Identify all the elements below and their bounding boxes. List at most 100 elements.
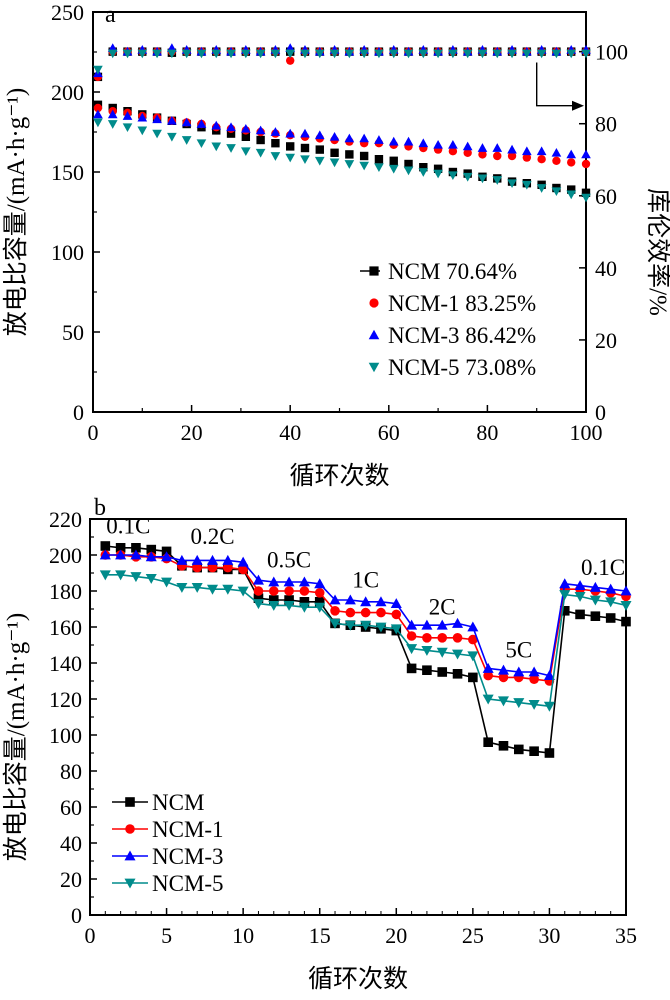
data-point — [222, 584, 234, 595]
efficiency-point — [122, 49, 133, 59]
y-tick-label: 160 — [49, 615, 82, 640]
data-point — [115, 543, 126, 553]
data-point — [252, 599, 264, 610]
capacity-point — [196, 139, 207, 149]
data-point — [298, 602, 310, 613]
efficiency-point — [477, 49, 488, 59]
data-point — [406, 644, 418, 655]
y-tick-label: 40 — [60, 831, 82, 856]
data-point — [314, 602, 326, 613]
data-point — [468, 634, 478, 645]
efficiency-point — [507, 49, 517, 59]
efficiency-point — [329, 49, 340, 59]
data-point — [483, 737, 493, 747]
data-point — [115, 570, 127, 581]
data-point — [421, 645, 433, 656]
efficiency-point — [226, 49, 236, 59]
rate-label: 2C — [429, 594, 456, 619]
x-tick-label: 0 — [85, 923, 96, 948]
rate-label: 5C — [505, 638, 532, 663]
panel-b: 0 5 10 15 20 25 30 35 0 20 40 60 80 100 120 140 160 180 2… — [2, 495, 637, 993]
efficiency-axis-arrow — [536, 62, 584, 111]
legend-marker — [125, 824, 135, 834]
capacity-point — [196, 119, 207, 128]
data-point — [497, 696, 510, 707]
capacity-point — [345, 150, 354, 159]
capacity-point — [388, 136, 399, 146]
capacity-point — [477, 174, 488, 184]
data-point — [391, 609, 402, 620]
data-point — [406, 631, 417, 641]
capacity-point — [344, 133, 355, 143]
capacity-point — [507, 151, 517, 161]
y-tick-label: 50 — [62, 320, 84, 345]
data-point — [406, 619, 418, 630]
capacity-point — [211, 120, 222, 130]
data-point — [237, 556, 249, 567]
data-point — [452, 649, 464, 660]
data-point — [467, 651, 479, 662]
capacity-point — [241, 147, 251, 157]
capacity-point — [329, 131, 340, 141]
capacity-point — [315, 145, 324, 154]
capacity-point — [241, 132, 251, 141]
data-point — [161, 577, 173, 588]
capacity-point — [389, 156, 398, 165]
legend-label: NCM 70.64% — [388, 259, 517, 284]
data-point — [268, 595, 279, 605]
efficiency-point — [418, 49, 429, 59]
y-tick-label: 200 — [49, 543, 82, 568]
data-point — [237, 586, 249, 597]
arrow-head — [572, 100, 584, 111]
capacity-point — [566, 190, 577, 200]
efficiency-point — [167, 49, 177, 59]
legend-label: NCM-3 — [152, 844, 224, 869]
rate-label: 0.1C — [581, 555, 625, 580]
capacity-point — [93, 103, 103, 113]
x-axis-title: 循环次数 — [289, 462, 389, 490]
capacity-point — [226, 144, 236, 153]
data-point — [483, 670, 493, 681]
y-tick-label: 200 — [51, 80, 84, 105]
data-point — [452, 633, 463, 643]
capacity-point — [107, 109, 118, 119]
capacity-point — [492, 176, 503, 185]
capacity-point — [226, 122, 236, 132]
capacity-point — [448, 139, 458, 149]
data-point — [574, 591, 586, 602]
data-point — [590, 611, 601, 621]
capacity-point — [137, 112, 148, 122]
rate-label: 0.2C — [190, 524, 234, 549]
series-triangle-down — [93, 49, 591, 203]
data-point — [314, 597, 325, 607]
y-tick-labels: 0 50 100 150 200 250 — [51, 0, 84, 425]
capacity-point — [167, 115, 177, 125]
data-point — [467, 621, 479, 632]
data-point — [299, 586, 310, 596]
data-point — [543, 701, 555, 712]
data-point — [421, 619, 433, 630]
capacity-point — [374, 163, 384, 173]
capacity-point — [463, 148, 472, 157]
x-tick-label: 0 — [88, 420, 99, 445]
data-point — [436, 647, 448, 658]
data-point — [620, 600, 632, 611]
capacity-point — [122, 111, 133, 120]
efficiency-point — [107, 49, 118, 59]
data-point — [344, 620, 356, 631]
capacity-point — [522, 153, 532, 162]
series-triangle-up — [93, 43, 591, 159]
data-point — [559, 606, 570, 616]
x-tick-label: 60 — [378, 420, 400, 445]
capacity-point — [567, 158, 576, 167]
y-tick-label: 180 — [49, 579, 82, 604]
data-point — [130, 572, 142, 583]
capacity-point — [418, 168, 429, 177]
efficiency-point — [536, 49, 547, 59]
y2-tick-label: 60 — [595, 184, 617, 209]
efficiency-point — [403, 49, 414, 59]
capacity-point — [181, 136, 192, 145]
data-point — [375, 622, 387, 633]
capacity-point — [536, 184, 547, 193]
capacity-point — [107, 120, 118, 129]
